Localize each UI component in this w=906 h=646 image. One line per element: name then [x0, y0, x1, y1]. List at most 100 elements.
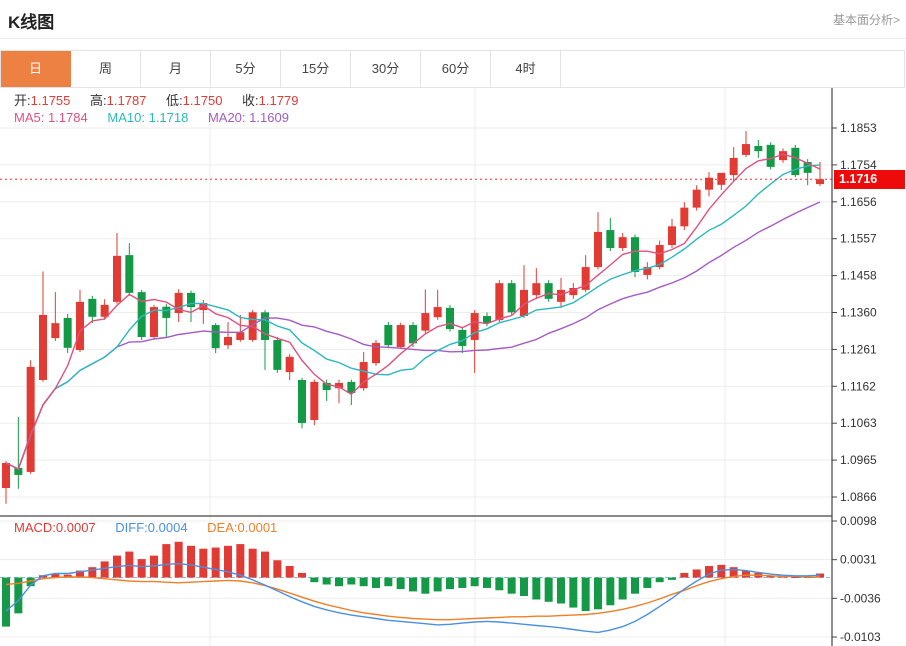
macd-bar: [532, 577, 541, 600]
candle-body: [655, 245, 664, 268]
candle-body: [26, 366, 35, 472]
macd-value: 0.0007: [55, 520, 96, 535]
candle-body: [557, 289, 565, 302]
macd-legend: MACD:0.0007 DIFF:0.0004 DEA:0.0001: [14, 520, 293, 535]
macd-bar: [322, 577, 331, 585]
diff-value: 0.0004: [147, 520, 188, 535]
candle-body: [347, 381, 356, 394]
macd-bar: [2, 577, 10, 627]
macd-bar: [717, 564, 726, 578]
candle-body: [322, 382, 331, 391]
ma20-line: [5, 201, 821, 470]
tab-周[interactable]: 周: [71, 51, 141, 87]
candle-body: [618, 237, 627, 249]
tab-60分[interactable]: 60分: [421, 51, 491, 87]
y-axis-label: -0.0103: [840, 630, 881, 644]
macd-bar: [668, 577, 676, 580]
ma20-label: MA20:: [207, 110, 246, 125]
macd-bar: [692, 569, 701, 578]
candle-body: [446, 307, 454, 330]
macd-bar: [298, 572, 306, 578]
ma10-value: 1.1718: [148, 110, 189, 125]
candle-body: [483, 316, 491, 324]
macd-bar: [211, 547, 220, 578]
candle-body: [631, 237, 639, 272]
candle-body: [76, 301, 84, 351]
close-label: 收:: [242, 93, 259, 108]
tab-月[interactable]: 月: [141, 51, 211, 87]
diff-label: DIFF:: [115, 520, 148, 535]
y-axis-label: 1.1063: [840, 416, 877, 430]
ma5-label: MA5:: [14, 110, 45, 125]
candle-body: [261, 312, 269, 340]
y-axis-label: 0.0098: [840, 514, 877, 528]
macd-bar: [76, 570, 84, 578]
candle-body: [569, 288, 578, 296]
tab-30分[interactable]: 30分: [351, 51, 421, 87]
macd-bar: [63, 574, 72, 578]
macd-bar: [100, 561, 109, 578]
macd-bar: [384, 577, 393, 587]
candle-body: [705, 177, 713, 190]
macd-bar: [470, 577, 479, 587]
candle-body: [63, 317, 72, 348]
candle-body: [372, 342, 380, 364]
macd-bar: [273, 560, 282, 578]
candle-body: [100, 304, 109, 317]
candle-body: [14, 467, 23, 475]
interval-tabbar: 日周月 5分 15分 30分 60分 4时: [0, 50, 905, 88]
y-axis-label: 1.1458: [840, 269, 877, 283]
macd-bar: [483, 577, 491, 588]
macd-bar: [581, 577, 590, 612]
macd-bar: [409, 577, 417, 592]
candle-body: [199, 302, 208, 311]
macd-bar: [557, 577, 565, 604]
macd-bar: [643, 577, 652, 588]
candle-body: [803, 162, 812, 173]
macd-bar: [446, 577, 454, 590]
macd-bar: [310, 577, 319, 583]
macd-bar: [495, 577, 504, 591]
open-label: 开:: [14, 93, 31, 108]
ma10-line: [5, 164, 821, 470]
macd-bar: [705, 566, 713, 578]
macd-bar: [766, 575, 775, 578]
open-value: 1.1755: [30, 93, 71, 108]
candle-body: [310, 381, 319, 420]
candle-body: [88, 298, 97, 317]
candle-body: [507, 283, 516, 313]
macd-bar: [655, 577, 664, 583]
dea-value: 0.0001: [237, 520, 278, 535]
candle-body: [470, 313, 479, 340]
candle-body: [754, 145, 763, 152]
y-axis-label: 1.1656: [840, 195, 877, 209]
tab-4时[interactable]: 4时: [491, 51, 561, 87]
candle-body: [273, 339, 282, 370]
candle-body: [791, 147, 800, 176]
candle-body: [495, 283, 504, 321]
macd-bar: [606, 577, 615, 606]
macd-bar: [199, 548, 208, 578]
candle-body: [458, 329, 467, 346]
macd-bar: [125, 551, 134, 578]
tab-5分[interactable]: 5分: [211, 51, 281, 87]
page-header: K线图 基本面分析>: [0, 0, 906, 39]
ma5-value: 1.1784: [47, 110, 88, 125]
tab-15分[interactable]: 15分: [281, 51, 351, 87]
tab-日[interactable]: 日: [1, 51, 71, 87]
macd-bar: [261, 551, 269, 578]
dea-line: [5, 574, 820, 621]
low-label: 低:: [166, 93, 183, 108]
candle-body: [335, 382, 343, 389]
fundamental-analysis-link[interactable]: 基本面分析>: [832, 13, 900, 27]
candle-body: [421, 313, 430, 331]
candle-body: [680, 207, 689, 227]
macd-bar: [631, 577, 639, 594]
candle-body: [51, 323, 60, 339]
candle-body: [113, 255, 121, 302]
macd-bar: [569, 577, 578, 608]
y-axis-label: 1.1360: [840, 306, 877, 320]
candle-body: [384, 325, 393, 346]
page-title: K线图: [8, 13, 55, 32]
